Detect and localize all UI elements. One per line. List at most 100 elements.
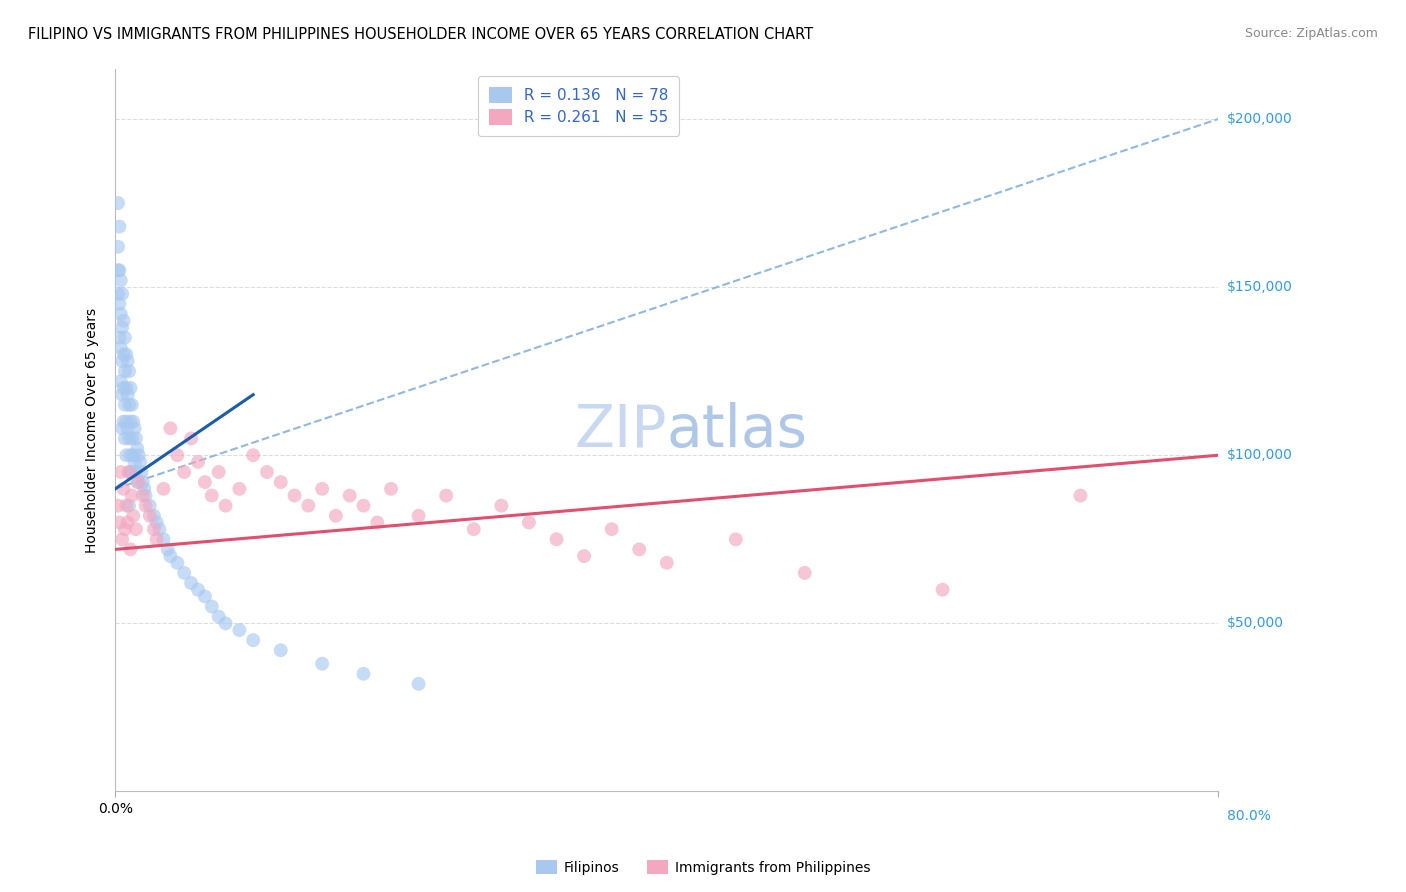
Point <box>117 421 139 435</box>
Point <box>114 330 136 344</box>
Point <box>208 609 231 624</box>
Point <box>107 196 129 211</box>
Point <box>111 387 134 401</box>
Point <box>107 240 129 254</box>
Point <box>115 415 138 429</box>
Point <box>214 499 236 513</box>
Point <box>132 489 155 503</box>
Text: Source: ZipAtlas.com: Source: ZipAtlas.com <box>1244 27 1378 40</box>
Point <box>187 455 209 469</box>
Point <box>173 566 195 580</box>
Point <box>325 508 347 523</box>
Point <box>201 489 224 503</box>
Point <box>194 475 217 489</box>
Point <box>112 347 135 361</box>
Text: $150,000: $150,000 <box>1226 280 1292 294</box>
Point <box>145 533 167 547</box>
Point <box>122 508 145 523</box>
Point <box>517 516 540 530</box>
Point <box>156 542 179 557</box>
Point <box>114 364 136 378</box>
Point <box>463 522 485 536</box>
Point <box>111 421 134 435</box>
Point <box>117 516 139 530</box>
Point <box>135 489 157 503</box>
Point <box>159 549 181 563</box>
Point <box>114 522 136 536</box>
Point <box>628 542 651 557</box>
Point <box>600 522 623 536</box>
Point <box>112 314 135 328</box>
Point <box>108 297 131 311</box>
Point <box>270 475 292 489</box>
Point <box>270 643 292 657</box>
Point <box>166 556 188 570</box>
Text: FILIPINO VS IMMIGRANTS FROM PHILIPPINES HOUSEHOLDER INCOME OVER 65 YEARS CORRELA: FILIPINO VS IMMIGRANTS FROM PHILIPPINES … <box>28 27 813 42</box>
Point <box>108 516 131 530</box>
Point <box>366 516 388 530</box>
Point <box>127 475 149 489</box>
Point <box>491 499 513 513</box>
Point <box>110 307 132 321</box>
Point <box>546 533 568 547</box>
Point <box>173 465 195 479</box>
Point <box>311 657 333 671</box>
Text: $100,000: $100,000 <box>1226 448 1292 462</box>
Point <box>115 499 138 513</box>
Legend:  R = 0.136   N = 78,  R = 0.261   N = 55: R = 0.136 N = 78, R = 0.261 N = 55 <box>478 76 679 136</box>
Point <box>118 431 141 445</box>
Point <box>132 475 155 489</box>
Point <box>110 465 132 479</box>
Point <box>112 482 135 496</box>
Point <box>111 286 134 301</box>
Point <box>120 542 142 557</box>
Point <box>115 381 138 395</box>
Point <box>655 556 678 570</box>
Point <box>114 431 136 445</box>
Text: atlas: atlas <box>666 401 808 458</box>
Point <box>120 448 142 462</box>
Point <box>339 489 361 503</box>
Point <box>108 263 131 277</box>
Point <box>180 431 202 445</box>
Point <box>152 533 174 547</box>
Point <box>408 677 430 691</box>
Text: $50,000: $50,000 <box>1226 616 1284 631</box>
Point <box>125 465 148 479</box>
Point <box>111 354 134 368</box>
Point <box>115 448 138 462</box>
Point <box>118 364 141 378</box>
Point <box>142 522 165 536</box>
Point <box>118 465 141 479</box>
Point <box>128 475 150 489</box>
Point <box>120 415 142 429</box>
Point <box>118 499 141 513</box>
Point <box>112 381 135 395</box>
Point <box>125 431 148 445</box>
Point <box>122 415 145 429</box>
Point <box>931 582 953 597</box>
Point <box>121 431 143 445</box>
Point <box>135 499 157 513</box>
Text: 80.0%: 80.0% <box>1226 809 1271 823</box>
Point <box>118 398 141 412</box>
Point <box>297 499 319 513</box>
Point <box>110 273 132 287</box>
Point <box>434 489 457 503</box>
Point <box>121 398 143 412</box>
Point <box>148 522 170 536</box>
Point <box>353 666 375 681</box>
Point <box>242 448 264 462</box>
Point <box>111 533 134 547</box>
Point <box>127 442 149 456</box>
Point <box>118 465 141 479</box>
Point <box>108 330 131 344</box>
Point <box>124 421 146 435</box>
Point <box>214 616 236 631</box>
Point <box>139 508 162 523</box>
Point <box>180 576 202 591</box>
Point <box>120 381 142 395</box>
Point <box>283 489 305 503</box>
Point <box>311 482 333 496</box>
Point <box>145 516 167 530</box>
